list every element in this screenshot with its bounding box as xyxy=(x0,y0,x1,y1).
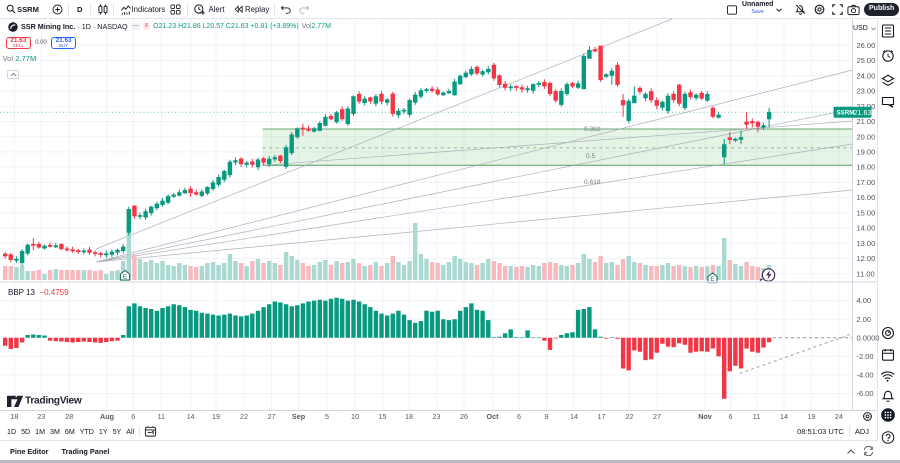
svg-text:SSRM: SSRM xyxy=(837,110,855,117)
svg-text:0.618: 0.618 xyxy=(584,179,601,186)
svg-text:11: 11 xyxy=(753,412,760,421)
svg-text:-4.00: -4.00 xyxy=(857,371,874,380)
svg-text:6: 6 xyxy=(131,412,135,421)
svg-text:Oct: Oct xyxy=(487,412,500,421)
svg-text:22: 22 xyxy=(240,412,248,421)
svg-text:27: 27 xyxy=(653,412,661,421)
svg-text:15.00: 15.00 xyxy=(857,208,876,217)
svg-text:21.00: 21.00 xyxy=(857,117,876,126)
svg-text:14: 14 xyxy=(780,412,788,421)
svg-text:21.63: 21.63 xyxy=(854,108,872,117)
svg-text:23: 23 xyxy=(433,412,441,421)
svg-text:23.00: 23.00 xyxy=(857,87,876,96)
svg-text:19.00: 19.00 xyxy=(857,148,876,157)
svg-text:18: 18 xyxy=(10,412,18,421)
svg-text:Aug: Aug xyxy=(100,412,114,421)
svg-text:18: 18 xyxy=(405,412,413,421)
svg-text:17: 17 xyxy=(598,412,606,421)
svg-text:0.0000: 0.0000 xyxy=(857,333,880,342)
svg-text:6: 6 xyxy=(729,412,733,421)
svg-text:TradingView: TradingView xyxy=(25,396,82,407)
svg-text:-2.00: -2.00 xyxy=(857,352,874,361)
svg-text:-6.00: -6.00 xyxy=(857,389,874,398)
svg-text:Sep: Sep xyxy=(292,412,306,421)
svg-text:11: 11 xyxy=(158,412,165,421)
svg-text:18.00: 18.00 xyxy=(857,163,876,172)
svg-text:E: E xyxy=(123,274,127,281)
svg-text:17.00: 17.00 xyxy=(857,178,876,187)
svg-text:12.00: 12.00 xyxy=(857,254,876,263)
svg-text:27: 27 xyxy=(268,412,276,421)
svg-text:23: 23 xyxy=(37,412,45,421)
svg-text:15: 15 xyxy=(379,412,387,421)
svg-text:0.382: 0.382 xyxy=(584,126,601,133)
svg-text:9: 9 xyxy=(545,412,549,421)
svg-text:13.00: 13.00 xyxy=(857,239,876,248)
svg-text:2.00: 2.00 xyxy=(857,315,872,324)
svg-text:16.00: 16.00 xyxy=(857,193,876,202)
svg-text:6: 6 xyxy=(517,412,521,421)
svg-text:4.00: 4.00 xyxy=(857,296,872,305)
svg-text:10: 10 xyxy=(351,412,359,421)
svg-text:E: E xyxy=(710,276,714,283)
svg-text:Nov: Nov xyxy=(698,412,712,421)
svg-text:11.00: 11.00 xyxy=(857,269,875,278)
svg-text:14.00: 14.00 xyxy=(857,224,876,233)
svg-text:28: 28 xyxy=(65,412,73,421)
svg-text:20.00: 20.00 xyxy=(857,132,876,141)
svg-text:19: 19 xyxy=(808,412,816,421)
svg-text:26: 26 xyxy=(460,412,468,421)
svg-text:22: 22 xyxy=(626,412,634,421)
svg-text:22.00: 22.00 xyxy=(857,102,876,111)
svg-text:26.00: 26.00 xyxy=(857,41,876,50)
svg-text:24.00: 24.00 xyxy=(857,71,876,80)
svg-text:0.5: 0.5 xyxy=(586,153,595,160)
svg-text:25.00: 25.00 xyxy=(857,56,876,65)
svg-text:14: 14 xyxy=(570,412,578,421)
svg-text:24: 24 xyxy=(835,412,843,421)
svg-text:5: 5 xyxy=(325,412,329,421)
svg-text:19: 19 xyxy=(212,412,220,421)
svg-text:14: 14 xyxy=(187,412,195,421)
